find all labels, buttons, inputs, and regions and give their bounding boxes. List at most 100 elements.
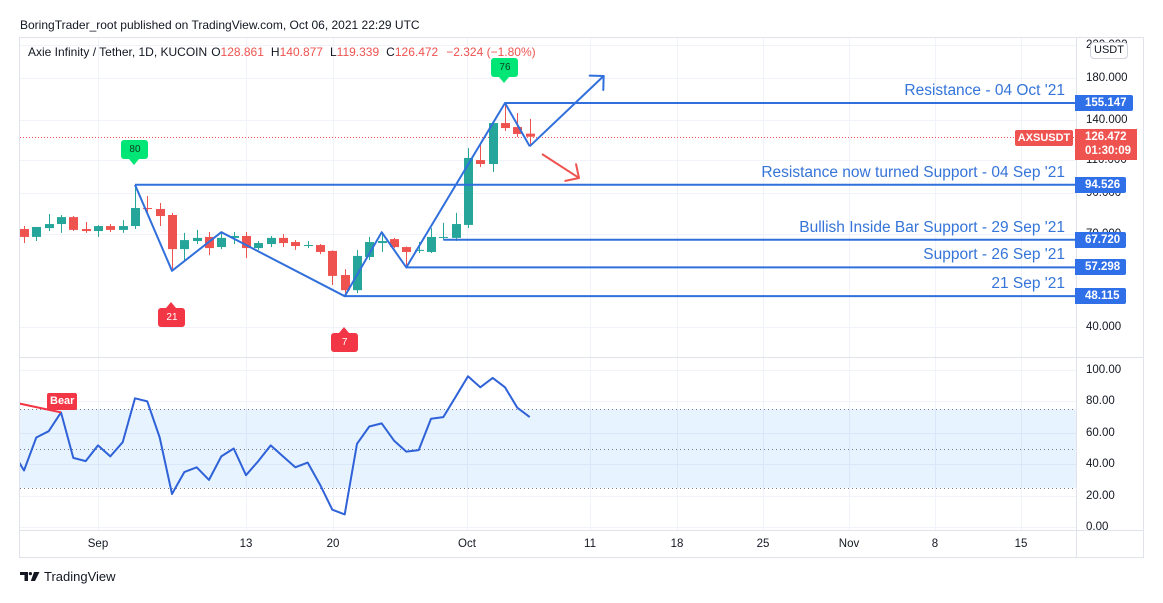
- symbol-title[interactable]: Axie Infinity / Tether, 1D, KUCOIN: [28, 45, 208, 59]
- candle[interactable]: [464, 148, 473, 229]
- candle[interactable]: [82, 222, 91, 233]
- drawings[interactable]: [134, 74, 1076, 298]
- candle-body: [131, 208, 140, 227]
- candle[interactable]: [32, 226, 41, 242]
- level-label-resistance-turned-support[interactable]: Resistance now turned Support - 04 Sep '…: [761, 163, 1065, 181]
- arrowhead-icon: [575, 163, 580, 179]
- candle[interactable]: [143, 195, 152, 213]
- arrowhead-icon: [564, 176, 580, 182]
- candle[interactable]: [106, 224, 115, 232]
- low-value: 119.339: [336, 45, 380, 59]
- indicator-pane[interactable]: [0, 375, 1076, 516]
- candle-body: [402, 247, 411, 252]
- time-tick: 11: [584, 538, 596, 550]
- candle-body: [267, 237, 276, 245]
- pivot-low-badge: 7: [331, 327, 359, 353]
- candle[interactable]: [94, 225, 103, 237]
- pivot-high-badge: 76: [491, 58, 519, 83]
- candle[interactable]: [328, 250, 337, 285]
- indicator-tick: 100.00: [1086, 364, 1122, 376]
- indicator-tick: 20.00: [1086, 490, 1115, 502]
- indicator-tick: 0.00: [1086, 521, 1109, 533]
- candle-body: [279, 237, 288, 244]
- candle[interactable]: [180, 232, 189, 261]
- candle-body: [291, 242, 300, 247]
- candle[interactable]: [57, 214, 66, 233]
- candle-body: [193, 237, 202, 242]
- candle[interactable]: [131, 184, 140, 229]
- time-tick: 13: [239, 538, 253, 550]
- time-tick: 25: [756, 538, 770, 550]
- candle[interactable]: [45, 213, 54, 232]
- symbol-legend: Axie Infinity / Tether, 1D, KUCOIN O 128.…: [28, 45, 536, 59]
- candle[interactable]: [156, 203, 165, 227]
- candle[interactable]: [291, 240, 300, 250]
- time-tick: 18: [670, 538, 684, 550]
- level-label-inside-bar-support[interactable]: Bullish Inside Bar Support - 29 Sep '21: [799, 218, 1065, 236]
- time-tick: Nov: [838, 538, 860, 550]
- level-price-tag: 94.526: [1075, 176, 1127, 193]
- candle[interactable]: [452, 212, 461, 242]
- candle[interactable]: [267, 235, 276, 248]
- candle-body: [180, 240, 189, 250]
- candle-body: [489, 123, 498, 164]
- candle[interactable]: [168, 212, 177, 271]
- publish-credit: BoringTrader_root published on TradingVi…: [20, 18, 420, 32]
- candle[interactable]: [402, 246, 411, 268]
- candle-body: [390, 239, 399, 248]
- candle-body: [217, 237, 226, 248]
- projection-up-arrow[interactable]: [528, 74, 605, 148]
- price-pane[interactable]: [20, 74, 1076, 298]
- indicator-line[interactable]: [12, 375, 531, 516]
- open-label: O: [211, 45, 221, 59]
- candle[interactable]: [378, 232, 387, 252]
- indicator-tick: 40.00: [1086, 458, 1115, 470]
- candle[interactable]: [526, 118, 535, 147]
- candle-body: [439, 236, 448, 238]
- candle[interactable]: [365, 236, 374, 261]
- currency-button[interactable]: USDT: [1090, 42, 1128, 59]
- candle-body: [365, 242, 374, 258]
- pivot-high-badge: 80: [121, 139, 149, 165]
- candle[interactable]: [119, 220, 128, 233]
- candle[interactable]: [69, 216, 78, 231]
- candle-body: [45, 224, 54, 229]
- candle[interactable]: [304, 241, 313, 249]
- candle[interactable]: [476, 144, 485, 167]
- candle-body: [94, 226, 103, 232]
- candle[interactable]: [20, 226, 29, 244]
- candle[interactable]: [254, 241, 263, 250]
- candle[interactable]: [501, 103, 510, 132]
- candle[interactable]: [217, 232, 226, 250]
- level-label-resistance-04-oct[interactable]: Resistance - 04 Oct '21: [904, 82, 1065, 99]
- candle[interactable]: [353, 249, 362, 294]
- candle[interactable]: [489, 122, 498, 173]
- candle-body: [316, 245, 325, 252]
- bar-countdown: 01:30:09: [1085, 144, 1132, 157]
- candle-body: [513, 127, 522, 134]
- indicator-tick: 80.00: [1086, 395, 1115, 407]
- candle[interactable]: [341, 269, 350, 297]
- candle-body: [464, 157, 473, 225]
- candle[interactable]: [316, 244, 325, 255]
- level-label-support-26-sep[interactable]: Support - 26 Sep '21: [923, 246, 1065, 264]
- level-price-tag: 67.720: [1075, 231, 1127, 248]
- candle[interactable]: [427, 228, 436, 254]
- candle[interactable]: [193, 229, 202, 245]
- candle[interactable]: [439, 222, 448, 240]
- level-label-21-sep[interactable]: 21 Sep '21: [991, 275, 1065, 293]
- candle-body: [328, 250, 337, 276]
- footer-branding[interactable]: TradingView: [20, 569, 116, 584]
- candle[interactable]: [390, 237, 399, 249]
- candle[interactable]: [279, 234, 288, 248]
- high-label: H: [270, 45, 280, 59]
- candle-body: [32, 226, 41, 237]
- time-tick: 20: [326, 538, 340, 550]
- candle-body: [501, 123, 510, 129]
- indicator-tick: 60.00: [1086, 427, 1115, 439]
- zigzag-pattern-line[interactable]: [134, 102, 531, 298]
- last-price-tag: 126.472 01:30:09: [1075, 128, 1137, 160]
- candle-body: [304, 245, 313, 247]
- projection-down-arrow[interactable]: [541, 153, 580, 182]
